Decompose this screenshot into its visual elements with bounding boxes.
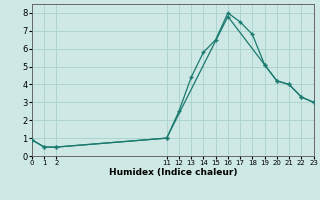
X-axis label: Humidex (Indice chaleur): Humidex (Indice chaleur) xyxy=(108,168,237,177)
